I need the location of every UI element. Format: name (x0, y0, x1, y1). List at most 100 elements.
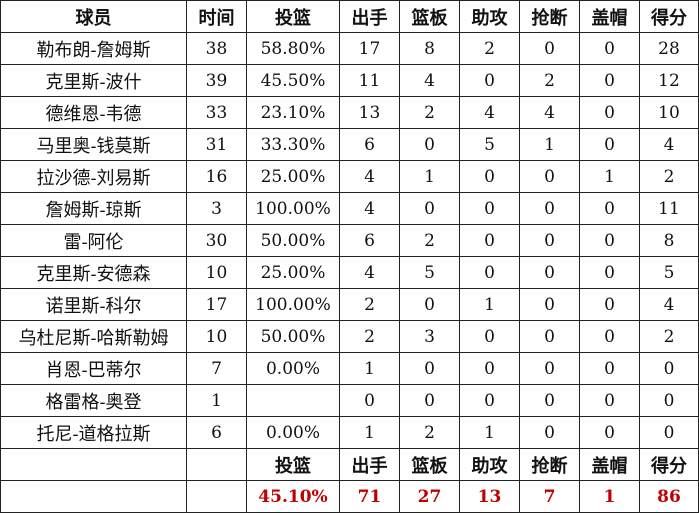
stat-cell: 0 (459, 320, 520, 353)
stat-cell: 12 (639, 64, 699, 97)
stat-cell: 1 (459, 416, 520, 449)
table-row: 马里奥-钱莫斯 31 33.30% 6 0 5 1 0 4 (0, 128, 699, 161)
stat-cell: 4 (339, 192, 400, 225)
stat-cell: 0 (399, 352, 460, 385)
stat-cell: 31 (186, 128, 247, 161)
stat-cell: 0 (519, 416, 580, 449)
stat-cell: 0 (579, 192, 640, 225)
stat-cell: 0 (639, 352, 699, 385)
total-value-cell: 13 (459, 480, 520, 513)
stat-cell: 10 (186, 256, 247, 289)
totals-column-header: 盖帽 (579, 448, 640, 481)
stat-cell: 0 (519, 224, 580, 257)
player-name-cell: 诺里斯-科尔 (0, 288, 187, 321)
stat-cell: 0 (579, 96, 640, 129)
stat-cell: 2 (639, 320, 699, 353)
stat-cell: 0 (519, 160, 580, 193)
stat-cell: 16 (186, 160, 247, 193)
stat-cell: 17 (339, 32, 400, 65)
stat-cell: 0 (579, 288, 640, 321)
column-header: 时间 (186, 0, 247, 33)
stat-cell: 17 (186, 288, 247, 321)
stat-cell: 2 (459, 32, 520, 65)
stat-cell: 0 (579, 64, 640, 97)
stat-cell: 2 (399, 224, 460, 257)
stat-cell: 0 (399, 384, 460, 417)
player-name-cell: 勒布朗-詹姆斯 (0, 32, 187, 65)
stat-cell: 2 (339, 320, 400, 353)
stat-cell: 0 (459, 160, 520, 193)
stat-cell: 4 (519, 96, 580, 129)
stat-cell: 0 (519, 256, 580, 289)
table-row: 克里斯-波什 39 45.50% 11 4 0 2 0 12 (0, 64, 699, 97)
stat-cell: 0 (459, 256, 520, 289)
stat-cell: 0 (519, 288, 580, 321)
stat-cell: 0.00% (246, 352, 340, 385)
stat-cell: 0 (459, 384, 520, 417)
stat-cell: 11 (639, 192, 699, 225)
stat-cell: 0 (579, 416, 640, 449)
table-row: 拉沙德-刘易斯 16 25.00% 4 1 0 0 1 2 (0, 160, 699, 193)
stat-cell: 58.80% (246, 32, 340, 65)
table-row: 肖恩-巴蒂尔 7 0.00% 1 0 0 0 0 0 (0, 352, 699, 385)
player-name-cell: 克里斯-安德森 (0, 256, 187, 289)
stat-cell: 100.00% (246, 192, 340, 225)
stat-cell: 1 (579, 160, 640, 193)
stat-cell: 6 (339, 128, 400, 161)
stat-cell: 0 (579, 352, 640, 385)
table-row: 德维恩-韦德 33 23.10% 13 2 4 4 0 10 (0, 96, 699, 129)
totals-column-header: 篮板 (399, 448, 460, 481)
player-name-cell: 马里奥-钱莫斯 (0, 128, 187, 161)
stat-cell: 1 (339, 416, 400, 449)
column-header: 盖帽 (579, 0, 640, 33)
stat-cell: 0 (399, 128, 460, 161)
stat-cell: 0 (579, 320, 640, 353)
totals-column-header: 出手 (339, 448, 400, 481)
stat-cell: 28 (639, 32, 699, 65)
stat-cell: 8 (399, 32, 460, 65)
totals-column-header: 助攻 (459, 448, 520, 481)
stat-cell: 45.50% (246, 64, 340, 97)
player-name-cell: 詹姆斯-琼斯 (0, 192, 187, 225)
stat-cell: 30 (186, 224, 247, 257)
stat-cell: 0 (459, 64, 520, 97)
stat-cell: 10 (186, 320, 247, 353)
stat-cell: 0 (579, 384, 640, 417)
table-row: 詹姆斯-琼斯 3 100.00% 4 0 0 0 0 11 (0, 192, 699, 225)
stat-cell: 5 (399, 256, 460, 289)
stat-cell: 0 (639, 384, 699, 417)
total-value-cell: 7 (519, 480, 580, 513)
stat-cell: 0 (519, 384, 580, 417)
stat-cell: 8 (639, 224, 699, 257)
stat-cell: 0 (579, 256, 640, 289)
table-row: 格雷格-奥登 1 0 0 0 0 0 0 (0, 384, 699, 417)
table-row: 勒布朗-詹姆斯 38 58.80% 17 8 2 0 0 28 (0, 32, 699, 65)
total-value-cell: 86 (639, 480, 699, 513)
stat-cell: 1 (459, 288, 520, 321)
total-value-cell: 1 (579, 480, 640, 513)
stat-cell: 2 (519, 64, 580, 97)
player-name-cell: 托尼-道格拉斯 (0, 416, 187, 449)
stat-cell: 33.30% (246, 128, 340, 161)
stat-cell: 0 (519, 320, 580, 353)
total-value-cell: 27 (399, 480, 460, 513)
stat-cell: 38 (186, 32, 247, 65)
stat-cell: 4 (639, 128, 699, 161)
column-header: 篮板 (399, 0, 460, 33)
stat-cell: 0 (459, 224, 520, 257)
stat-cell: 3 (186, 192, 247, 225)
stat-cell: 39 (186, 64, 247, 97)
stat-cell: 50.00% (246, 320, 340, 353)
stat-cell: 0 (519, 192, 580, 225)
header-row: 球员 时间 投篮 出手 篮板 助攻 抢断 盖帽 得分 (0, 0, 699, 33)
column-header: 助攻 (459, 0, 520, 33)
table-row: 克里斯-安德森 10 25.00% 4 5 0 0 0 5 (0, 256, 699, 289)
empty-cell (0, 480, 187, 513)
player-name-cell: 德维恩-韦德 (0, 96, 187, 129)
totals-column-header: 得分 (639, 448, 699, 481)
column-header: 得分 (639, 0, 699, 33)
table-row: 乌杜尼斯-哈斯勒姆 10 50.00% 2 3 0 0 0 2 (0, 320, 699, 353)
column-header: 球员 (0, 0, 187, 33)
column-header: 出手 (339, 0, 400, 33)
stat-cell: 0 (579, 32, 640, 65)
